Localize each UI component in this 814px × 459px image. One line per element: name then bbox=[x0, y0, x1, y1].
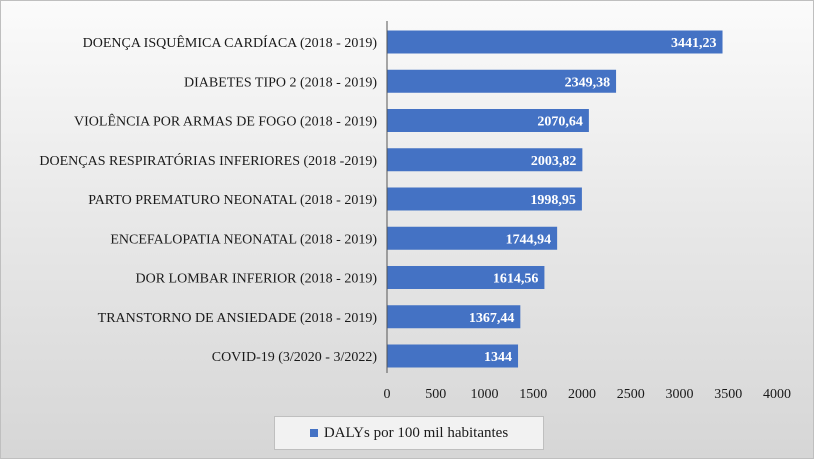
data-label: 1744,94 bbox=[506, 232, 552, 247]
x-tick-label: 500 bbox=[425, 387, 446, 402]
data-label: 3441,23 bbox=[671, 36, 717, 51]
bar bbox=[387, 305, 521, 329]
category-label: PARTO PREMATURO NEONATAL (2018 - 2019) bbox=[88, 193, 377, 208]
category-label: TRANSTORNO DE ANSIEDADE (2018 - 2019) bbox=[98, 311, 378, 326]
legend-swatch bbox=[309, 429, 318, 437]
data-label: 1998,95 bbox=[530, 193, 576, 208]
legend-label: DALYs por 100 mil habitantes bbox=[323, 424, 509, 441]
x-tick-label: 1500 bbox=[519, 387, 547, 402]
data-label: 2070,64 bbox=[537, 115, 583, 130]
category-label: DIABETES TIPO 2 (2018 - 2019) bbox=[184, 75, 377, 90]
bar bbox=[387, 148, 583, 172]
x-tick-label: 2500 bbox=[617, 387, 645, 402]
category-label: DOENÇAS RESPIRATÓRIAS INFERIORES (2018 -… bbox=[39, 152, 377, 169]
x-tick-label: 2000 bbox=[568, 387, 596, 402]
category-label: VIOLÊNCIA POR ARMAS DE FOGO (2018 - 2019… bbox=[74, 113, 377, 130]
category-label: DOR LOMBAR INFERIOR (2018 - 2019) bbox=[136, 272, 378, 287]
bar bbox=[387, 226, 558, 250]
bar-chart: DOENÇA ISQUÊMICA CARDÍACA (2018 - 2019) 3… bbox=[39, 21, 792, 402]
data-label: 1344 bbox=[484, 350, 512, 365]
bar bbox=[387, 344, 519, 368]
bars-layer: DOENÇA ISQUÊMICA CARDÍACA (2018 - 2019) 3… bbox=[39, 30, 723, 368]
bar bbox=[387, 187, 582, 211]
bar bbox=[387, 266, 545, 289]
data-label: 1614,56 bbox=[493, 272, 539, 287]
legend: DALYs por 100 mil habitantes bbox=[274, 416, 544, 450]
data-label: 2349,38 bbox=[565, 75, 611, 90]
x-tick-label: 3500 bbox=[714, 387, 742, 402]
data-label: 2003,82 bbox=[531, 154, 577, 169]
bar bbox=[387, 30, 723, 54]
bar bbox=[387, 69, 617, 93]
category-label: COVID-19 (3/2020 - 3/2022) bbox=[212, 350, 378, 365]
x-axis-ticks: 0 500 1000 1500 2000 2500 3000 3500 4000 bbox=[384, 387, 792, 402]
x-tick-label: 0 bbox=[384, 387, 391, 402]
data-label: 1367,44 bbox=[469, 311, 515, 326]
category-label: DOENÇA ISQUÊMICA CARDÍACA (2018 - 2019) bbox=[83, 34, 378, 51]
x-tick-label: 3000 bbox=[666, 387, 694, 402]
x-tick-label: 4000 bbox=[763, 387, 791, 402]
x-tick-label: 1000 bbox=[471, 387, 499, 402]
category-label: ENCEFALOPATIA NEONATAL (2018 - 2019) bbox=[110, 232, 377, 247]
bar bbox=[387, 109, 589, 132]
